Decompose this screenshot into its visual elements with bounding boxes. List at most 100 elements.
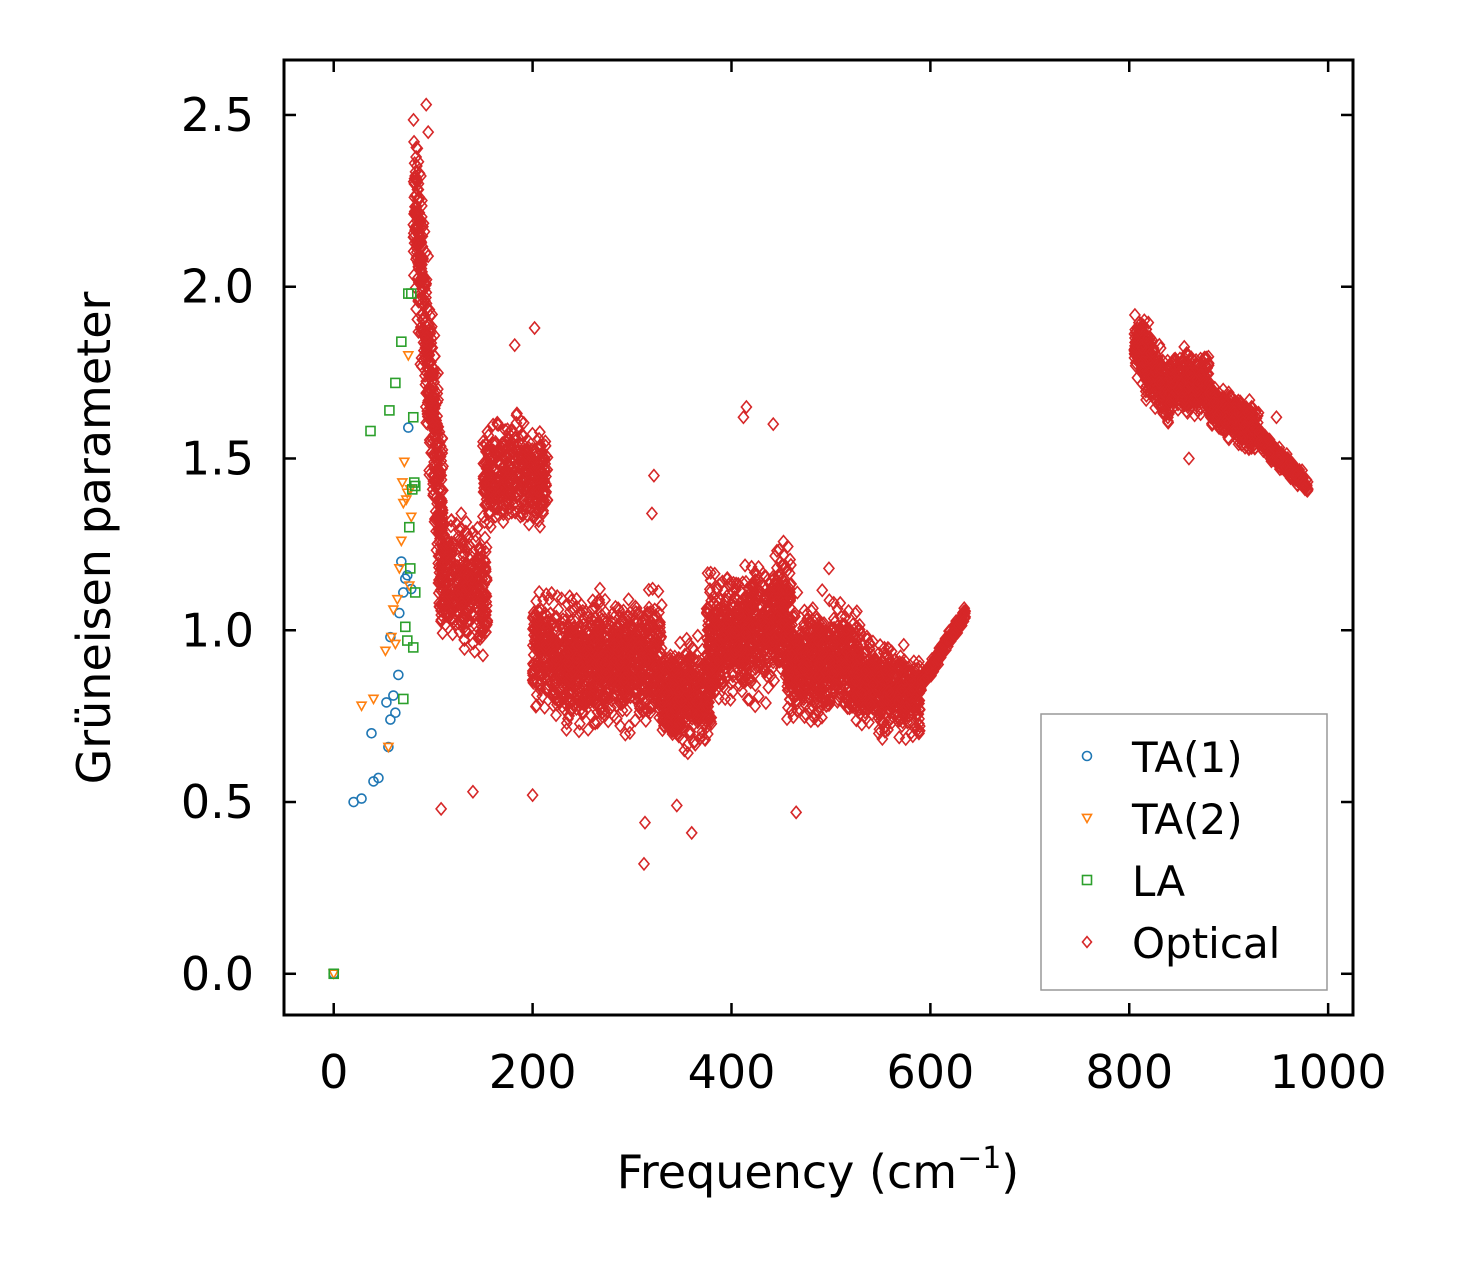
optical-point xyxy=(504,486,517,501)
optical-point xyxy=(542,591,556,607)
optical-point xyxy=(426,431,439,446)
optical-point xyxy=(410,149,423,165)
optical-point xyxy=(474,624,487,639)
optical-point xyxy=(458,641,471,657)
optical-point xyxy=(478,552,491,568)
optical-point xyxy=(497,514,510,530)
optical-point xyxy=(538,605,552,621)
optical-point xyxy=(629,713,642,728)
data-marks xyxy=(327,97,1314,980)
optical-point xyxy=(426,444,439,460)
optical-point xyxy=(522,457,535,472)
optical-point xyxy=(455,506,468,521)
optical-point xyxy=(497,459,510,474)
optical-point xyxy=(534,496,547,511)
optical-point xyxy=(516,455,529,470)
optical-point xyxy=(436,459,449,474)
optical-point xyxy=(482,445,495,460)
optical-point xyxy=(548,647,561,662)
optical-point xyxy=(507,497,520,512)
optical-point xyxy=(433,468,446,483)
optical-point xyxy=(434,569,447,585)
optical-point xyxy=(411,236,424,251)
optical-point xyxy=(491,491,504,506)
optical-point xyxy=(533,424,546,440)
optical-point xyxy=(563,589,576,604)
optical-point xyxy=(428,401,441,416)
optical-point xyxy=(632,613,645,629)
optical-point xyxy=(451,558,464,574)
optical-point xyxy=(440,533,453,548)
optical-point xyxy=(476,438,489,454)
optical-point xyxy=(483,515,496,530)
optical-point xyxy=(478,530,492,546)
optical-point xyxy=(435,543,448,559)
optical-point xyxy=(448,538,461,554)
optical-point xyxy=(502,425,515,441)
optical-point xyxy=(533,441,546,456)
optical-point xyxy=(529,446,542,461)
optical-point xyxy=(470,611,483,627)
optical-point xyxy=(540,682,553,698)
optical-point xyxy=(454,534,467,549)
optical-point xyxy=(463,537,476,553)
optical-point xyxy=(524,466,537,481)
optical-point xyxy=(414,168,427,184)
optical-point xyxy=(535,668,548,684)
optical-point xyxy=(431,419,444,435)
optical-point xyxy=(424,401,437,416)
optical-point xyxy=(478,514,491,530)
optical-point xyxy=(416,228,429,244)
optical-point xyxy=(538,496,551,512)
optical-point xyxy=(472,573,485,589)
optical-point xyxy=(526,472,540,488)
optical-point xyxy=(439,594,452,610)
optical-point xyxy=(593,581,606,596)
optical-point xyxy=(487,417,500,433)
optical-point xyxy=(541,658,554,673)
optical-point xyxy=(507,450,520,466)
optical-point xyxy=(474,605,487,621)
optical-point xyxy=(420,344,433,359)
optical-point xyxy=(540,478,553,493)
optical-point xyxy=(433,595,446,611)
optical-point xyxy=(533,646,546,661)
optical-point xyxy=(457,554,470,570)
optical-point xyxy=(430,413,443,428)
optical-point xyxy=(444,519,457,534)
optical-point xyxy=(526,621,539,637)
optical-point xyxy=(481,424,494,440)
optical-point xyxy=(506,473,519,489)
optical-point xyxy=(540,587,553,602)
optical-point xyxy=(435,472,448,487)
optical-point xyxy=(409,222,422,238)
optical-point xyxy=(412,253,425,269)
optical-point xyxy=(525,469,538,485)
optical-point xyxy=(530,640,543,655)
optical-point xyxy=(532,613,545,629)
optical-point xyxy=(420,330,433,345)
optical-point xyxy=(436,557,449,573)
optical-point xyxy=(412,324,425,340)
optical-point xyxy=(471,520,484,536)
optical-point xyxy=(418,368,432,384)
optical-point xyxy=(469,528,483,544)
optical-point xyxy=(437,543,450,558)
optical-point xyxy=(436,625,449,641)
optical-point xyxy=(474,593,487,609)
optical-point xyxy=(533,519,547,534)
optical-point xyxy=(420,415,433,430)
series-Optical xyxy=(407,97,1314,872)
optical-point xyxy=(514,485,527,500)
optical-point xyxy=(511,465,524,481)
optical-point xyxy=(540,681,553,696)
optical-point xyxy=(411,209,424,225)
optical-point xyxy=(420,272,433,287)
optical-point xyxy=(497,503,510,519)
optical-point xyxy=(447,593,460,608)
optical-point xyxy=(522,517,536,532)
optical-point xyxy=(502,450,515,465)
optical-point xyxy=(457,548,470,564)
